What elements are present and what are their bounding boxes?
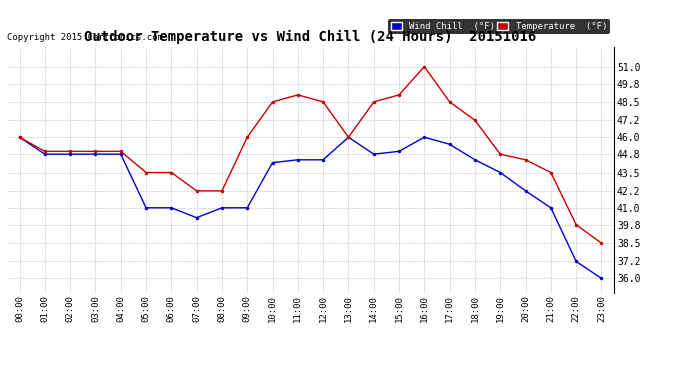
Text: Copyright 2015 Cartronics.com: Copyright 2015 Cartronics.com <box>7 33 163 42</box>
Legend: Wind Chill  (°F), Temperature  (°F): Wind Chill (°F), Temperature (°F) <box>388 20 609 34</box>
Title: Outdoor Temperature vs Wind Chill (24 Hours)  20151016: Outdoor Temperature vs Wind Chill (24 Ho… <box>84 30 537 44</box>
